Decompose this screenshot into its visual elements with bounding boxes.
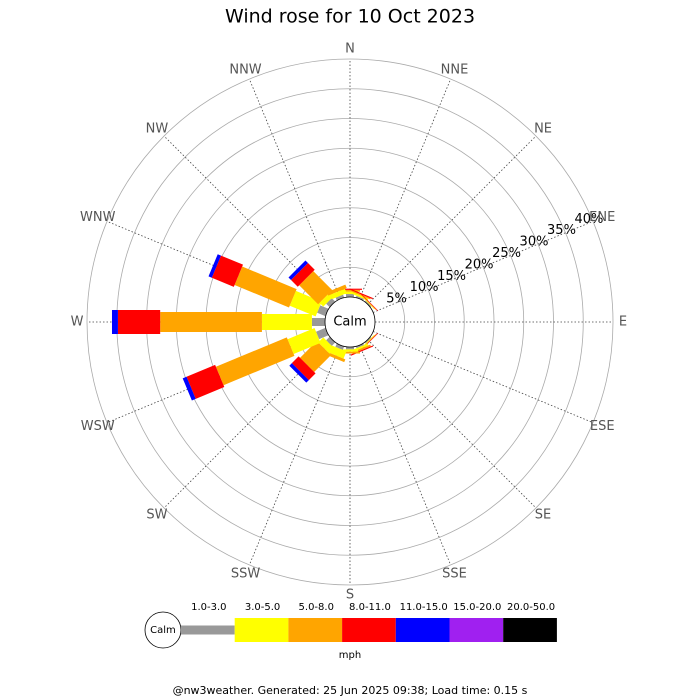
legend-label: 11.0-15.0 [400,602,448,613]
bar-segment [362,297,375,310]
spoke [367,339,537,509]
r-tick-label: 25% [492,246,521,261]
bar-segment [317,305,329,317]
bar-segment [318,337,335,354]
legend-swatch [449,618,504,642]
bar-segment [360,293,379,312]
bar-segment [288,260,308,280]
chart-title: Wind rose for 10 Oct 2023 [225,6,475,28]
legend-swatch [181,625,235,635]
spoke [372,220,594,313]
bar-segment [326,336,336,346]
spoke [359,344,452,566]
r-tick-label: 10% [410,280,439,295]
bar-segment [335,343,345,350]
spoke [359,78,452,300]
bar-segment [326,284,347,296]
direction-label: SSW [231,567,261,582]
bar-segment [364,300,372,308]
legend-label: 15.0-20.0 [453,602,501,613]
direction-label: SE [535,508,551,523]
bar-segment [211,255,243,287]
footer: @nw3weather. Generated: 25 Jun 2025 09:3… [173,684,528,697]
spoke [248,344,341,566]
direction-label: ENE [589,210,615,225]
direction-label: ESE [590,419,615,434]
legend-label: 8.0-11.0 [349,602,391,613]
legend-label: 3.0-5.0 [245,602,280,613]
bar-segment [350,288,373,300]
direction-label: W [71,315,84,330]
bar-segment [182,376,196,401]
spoke [372,331,594,424]
bar-segment [208,254,222,278]
legend-swatch [234,618,289,642]
bar-segment [160,312,262,332]
grid-circle [86,58,614,586]
spoke [248,78,341,300]
r-tick-label: 40% [575,212,604,227]
direction-label: S [346,588,354,603]
direction-label: WNW [80,210,116,225]
bar-segment [289,363,309,383]
direction-label: NNE [441,62,469,77]
bar-segment [117,310,161,334]
bar-segment [289,290,322,317]
r-tick-label: 20% [465,257,494,272]
calm-label: Calm [333,315,366,330]
legend-swatch [503,618,557,642]
bar-segment [291,263,315,287]
bar-segment [291,356,316,381]
unit-label: mph [339,650,361,661]
direction-label: WSW [81,419,115,434]
legend-label: 1.0-3.0 [191,602,226,613]
bar-segment [215,337,295,386]
bar-segment [234,266,297,308]
bar-segment [300,341,331,372]
bar-segment [330,288,347,300]
direction-label: SW [146,508,167,523]
bar-segment [186,364,225,399]
bar-segment [351,290,371,300]
bar-segment [261,314,312,330]
bar-segment [346,347,354,350]
bar-segment [316,327,329,340]
direction-label: NE [534,121,552,136]
direction-label: E [619,315,627,330]
bar-segment [299,271,333,305]
r-tick-label: 30% [520,235,549,250]
bar-segment [346,294,354,297]
bar-segment [111,310,118,334]
bar-segment [287,328,321,354]
r-tick-label: 35% [547,223,576,238]
direction-label: SSE [442,567,467,582]
direction-label: NW [146,121,169,136]
bar-segment [325,351,346,363]
r-tick-label: 15% [437,269,466,284]
legend-swatch [395,618,450,642]
legend-swatch [342,618,396,642]
spoke [367,135,537,305]
legend-swatch [288,618,343,642]
bar-segment [355,295,364,301]
bar-segment [362,334,375,347]
calm-circle [324,296,376,348]
legend-label: 5.0-8.0 [299,602,334,613]
legend-calm-label: Calm [150,625,176,636]
bar-segment [361,295,377,311]
bar-segment [326,298,336,308]
bar-segment [342,349,358,352]
legend-label: 20.0-50.0 [507,602,555,613]
r-tick-label: 5% [386,292,407,307]
bar-segment [335,294,345,301]
direction-label: N [345,42,355,57]
bar-segment [311,318,325,326]
bar-segment [355,343,364,349]
bar-segment [364,336,372,344]
direction-label: NNW [229,62,261,77]
